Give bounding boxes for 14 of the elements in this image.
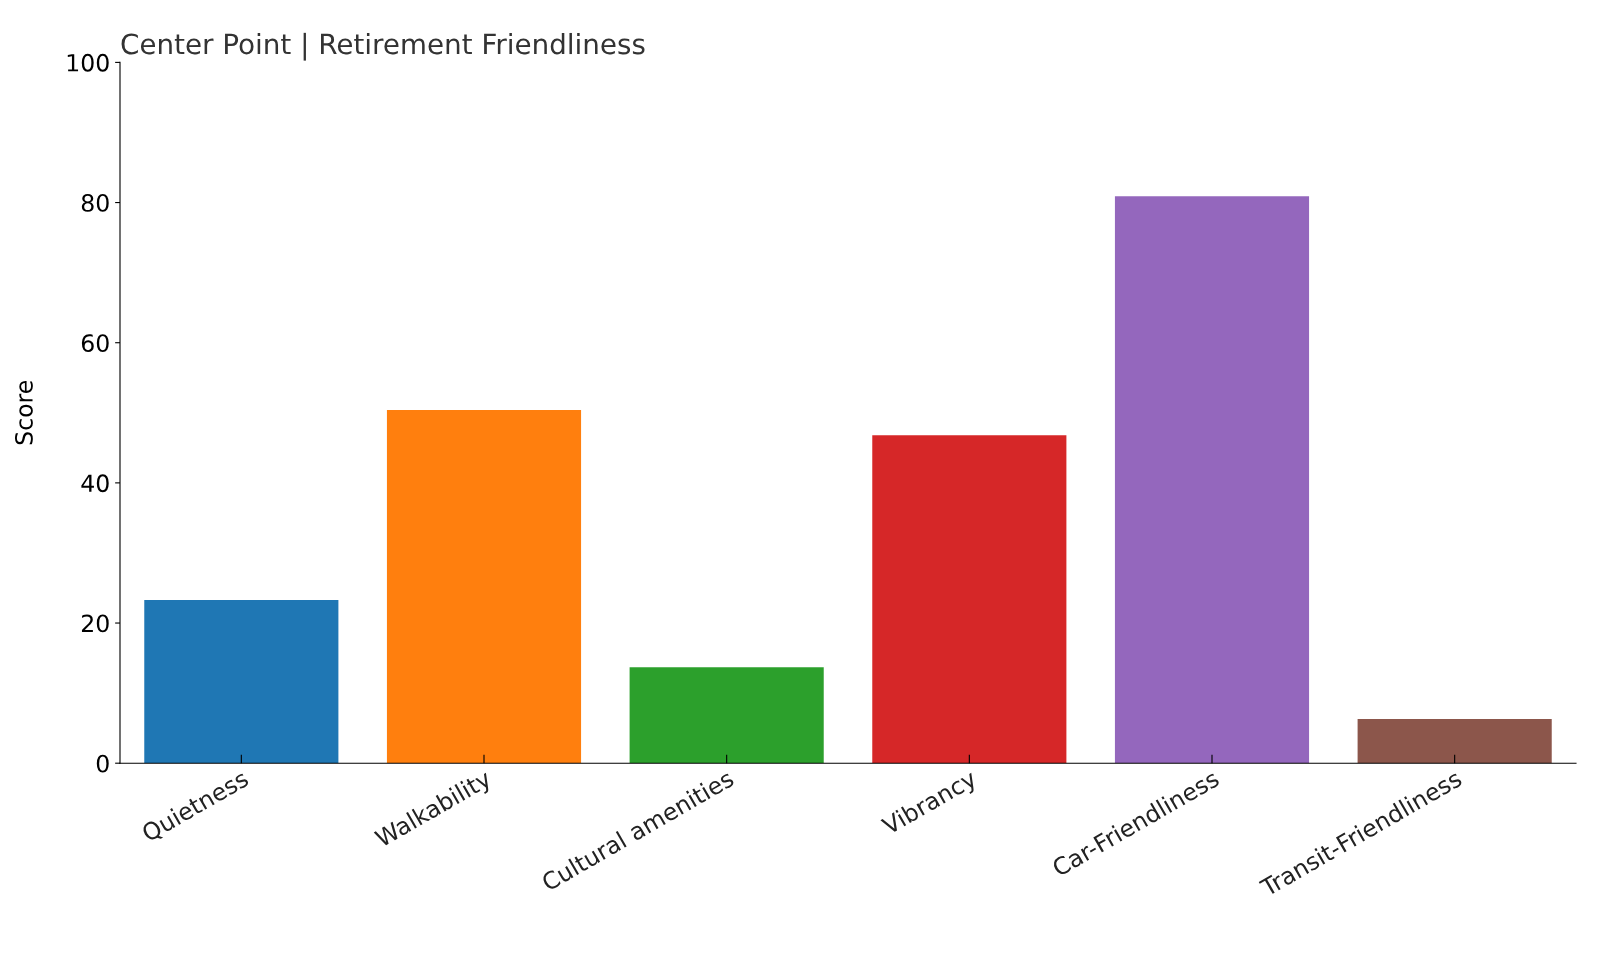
y-tick-label: 100: [67, 53, 109, 72]
y-tick-label: 60: [81, 334, 109, 353]
y-tick-label: 0: [96, 754, 109, 773]
y-tick-label: 40: [81, 474, 109, 493]
chart-title: Center Point | Retirement Friendliness: [121, 32, 645, 61]
bar: [1357, 719, 1552, 764]
bar: [144, 599, 339, 764]
y-axis-title: Score: [15, 381, 33, 445]
bar: [1114, 196, 1310, 764]
bar: [386, 410, 582, 764]
bar: [629, 667, 824, 764]
bar: [872, 435, 1067, 764]
y-tick-label: 80: [81, 194, 109, 212]
y-tick-label: 20: [81, 614, 109, 633]
